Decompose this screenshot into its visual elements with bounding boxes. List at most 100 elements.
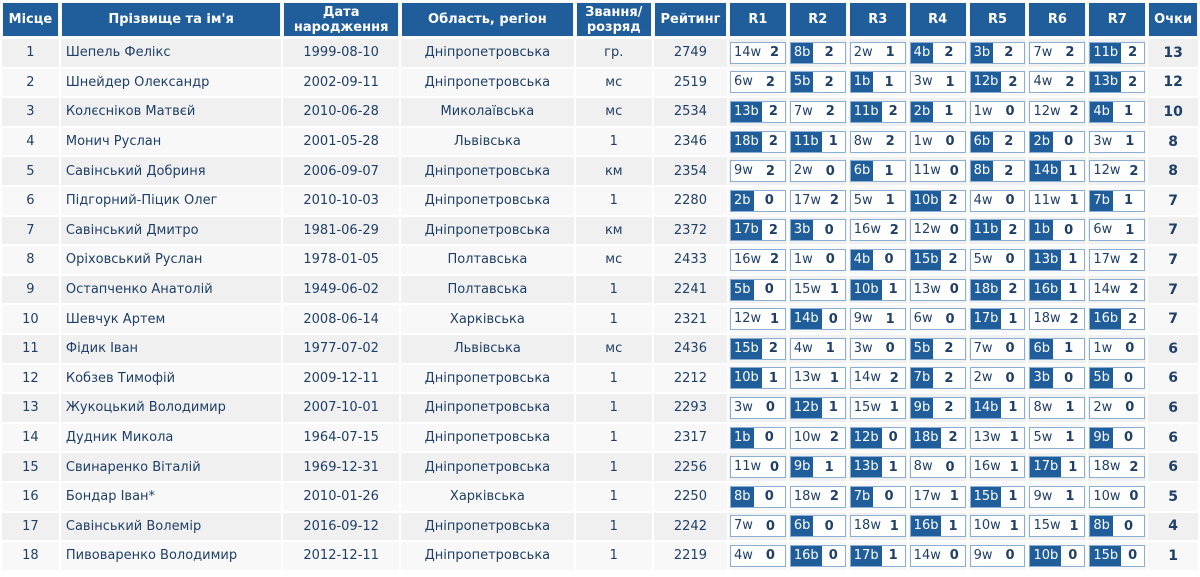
player-name[interactable]: Шевчук Артем [60,305,282,333]
round-result[interactable]: 2w 0 [969,367,1026,390]
round-result[interactable]: 7b 1 [1089,189,1146,212]
player-name[interactable]: Шепель Фелікс [60,39,282,67]
round-result[interactable]: 14b 1 [1029,160,1086,183]
round-result[interactable]: 18w 2 [789,485,846,508]
round-result[interactable]: 14w 0 [909,544,966,567]
round-result[interactable]: 4w 0 [730,544,786,567]
round-result[interactable]: 12w 2 [1029,100,1086,123]
round-result[interactable]: 10w 2 [789,426,846,449]
col-header-birth[interactable]: Дата народження [283,2,400,37]
round-result[interactable]: 2b 0 [1029,130,1086,153]
round-result[interactable]: 3b 2 [969,41,1026,64]
round-result[interactable]: 6w 2 [730,71,786,94]
round-result[interactable]: 17b 1 [849,544,906,567]
round-result[interactable]: 1b 1 [849,71,906,94]
round-result[interactable]: 9b 1 [789,456,846,479]
round-result[interactable]: 2b 0 [730,189,786,212]
player-name[interactable]: Фідик Іван [60,334,282,363]
round-result[interactable]: 13b 1 [849,456,906,479]
round-result[interactable]: 12b 2 [969,71,1026,94]
col-header-region[interactable]: Область, регіон [401,2,574,37]
round-result[interactable]: 18w 1 [849,515,906,538]
round-result[interactable]: 6b 0 [789,515,846,538]
round-result[interactable]: 14b 1 [969,396,1026,419]
player-name[interactable]: Дудник Микола [60,423,282,452]
round-result[interactable]: 17w 2 [1089,248,1146,271]
round-result[interactable]: 12w 2 [1089,160,1146,183]
player-name[interactable]: Шнейдер Олександр [60,68,282,97]
round-result[interactable]: 18b 2 [730,130,786,153]
round-result[interactable]: 18b 2 [909,426,966,449]
round-result[interactable]: 5b 0 [730,278,786,301]
round-result[interactable]: 15w 1 [849,396,906,419]
round-result[interactable]: 17w 2 [789,189,846,212]
round-result[interactable]: 1w 0 [1089,337,1146,360]
round-result[interactable]: 7b 0 [849,485,906,508]
round-result[interactable]: 8b 2 [969,160,1026,183]
player-name[interactable]: Кобзев Тимофій [60,364,282,393]
player-name[interactable]: Остапченко Анатолій [60,275,282,304]
round-result[interactable]: 13w 1 [969,426,1026,449]
round-result[interactable]: 12b 1 [789,396,846,419]
round-result[interactable]: 11w 0 [909,160,966,183]
round-result[interactable]: 3w 1 [909,71,966,94]
col-header-r7[interactable]: R7 [1088,2,1147,37]
round-result[interactable]: 15b 2 [730,337,786,360]
player-name[interactable]: Савінський Добриня [60,157,282,185]
round-result[interactable]: 8b 0 [1089,515,1146,538]
round-result[interactable]: 11b 2 [849,100,906,123]
round-result[interactable]: 5b 2 [789,71,846,94]
round-result[interactable]: 11b 1 [789,130,846,153]
player-name[interactable]: Колєсніков Матвєй [60,98,282,126]
round-result[interactable]: 3w 0 [730,396,786,419]
round-result[interactable]: 17b 1 [969,308,1026,331]
round-result[interactable]: 4w 1 [789,337,846,360]
round-result[interactable]: 8w 0 [909,456,966,479]
round-result[interactable]: 13b 2 [1089,71,1146,94]
round-result[interactable]: 12w 0 [909,219,966,242]
round-result[interactable]: 5w 1 [1029,426,1086,449]
col-header-r4[interactable]: R4 [908,2,967,37]
round-result[interactable]: 6b 2 [969,130,1026,153]
round-result[interactable]: 8b 2 [789,41,846,64]
round-result[interactable]: 18w 2 [1029,308,1086,331]
col-header-rating[interactable]: Рейтинг [653,2,727,37]
round-result[interactable]: 11w 0 [730,456,786,479]
player-name[interactable]: Пивоваренко Володимир [60,542,282,570]
round-result[interactable]: 4b 2 [909,41,966,64]
round-result[interactable]: 7b 2 [909,367,966,390]
round-result[interactable]: 3w 0 [849,337,906,360]
round-result[interactable]: 5b 2 [909,337,966,360]
col-header-points[interactable]: Очки [1148,2,1198,37]
round-result[interactable]: 6w 0 [909,308,966,331]
col-header-place[interactable]: Місце [2,2,59,37]
round-result[interactable]: 15b 2 [909,248,966,271]
col-header-r3[interactable]: R3 [848,2,907,37]
round-result[interactable]: 18w 2 [1089,456,1146,479]
round-result[interactable]: 16w 2 [730,248,786,271]
round-result[interactable]: 6b 1 [1029,337,1086,360]
round-result[interactable]: 9b 2 [909,396,966,419]
round-result[interactable]: 5w 1 [849,189,906,212]
round-result[interactable]: 1w 0 [909,130,966,153]
round-result[interactable]: 10b 2 [909,189,966,212]
round-result[interactable]: 9w 0 [969,544,1026,567]
player-name[interactable]: Оріховський Руслан [60,246,282,274]
round-result[interactable]: 13b 2 [730,100,786,123]
round-result[interactable]: 7w 0 [969,337,1026,360]
round-result[interactable]: 2w 1 [849,41,906,64]
round-result[interactable]: 10b 1 [730,367,786,390]
round-result[interactable]: 10w 0 [1089,485,1146,508]
round-result[interactable]: 14w 2 [1089,278,1146,301]
round-result[interactable]: 14w 2 [730,41,786,64]
round-result[interactable]: 9b 0 [1089,426,1146,449]
round-result[interactable]: 3b 0 [1029,367,1086,390]
round-result[interactable]: 1b 0 [1029,219,1086,242]
round-result[interactable]: 4w 0 [969,189,1026,212]
round-result[interactable]: 2w 0 [789,160,846,183]
col-header-r5[interactable]: R5 [968,2,1027,37]
round-result[interactable]: 2w 0 [1089,396,1146,419]
round-result[interactable]: 4b 1 [1089,100,1146,123]
round-result[interactable]: 5b 0 [1089,367,1146,390]
round-result[interactable]: 3w 1 [1089,130,1146,153]
